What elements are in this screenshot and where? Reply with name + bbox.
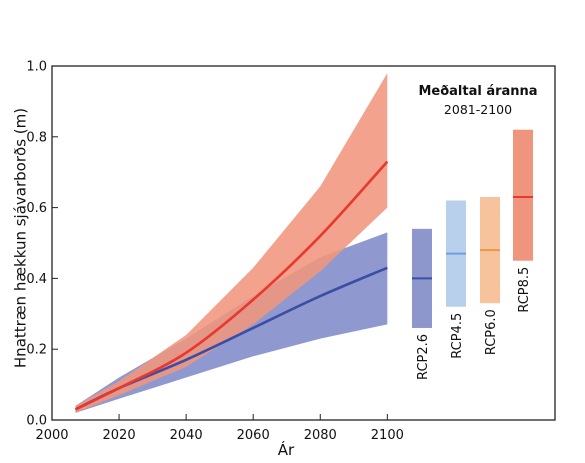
y-tick-label: 0.4 bbox=[26, 272, 47, 287]
y-tick-label: 1.0 bbox=[26, 60, 47, 75]
inset-subtitle: 2081-2100 bbox=[444, 102, 512, 117]
x-tick-label: 2040 bbox=[170, 428, 203, 443]
x-tick-label: 2100 bbox=[371, 428, 404, 443]
summary-bars: RCP2.6 RCP4.5 RCP6.0 RCP8.5 bbox=[412, 129, 533, 380]
x-tick-label: 2080 bbox=[304, 428, 337, 443]
y-tick-label: 0.8 bbox=[26, 130, 47, 145]
summary-bar-label-rcp4-5: RCP4.5 bbox=[450, 313, 465, 359]
plot-frame bbox=[51, 65, 556, 421]
summary-bar-label-rcp6-0: RCP6.0 bbox=[484, 309, 499, 355]
band-rcp8-5 bbox=[75, 73, 388, 413]
mean-lines bbox=[74, 160, 389, 411]
x-tick-label: 2060 bbox=[237, 428, 270, 443]
mean-line-rcp8-5 bbox=[74, 160, 389, 411]
y-tick-label: 0.6 bbox=[26, 201, 47, 216]
summary-bar-label-rcp2-6: RCP2.6 bbox=[416, 334, 431, 380]
x-axis-title: Ár bbox=[278, 440, 295, 459]
x-tick-label: 2020 bbox=[103, 428, 136, 443]
axis-ticks: 2000 2020 2040 2060 2080 2100 0.0 0.2 0.4 0.6 0.8 1… bbox=[26, 60, 404, 444]
y-tick-label: 0.0 bbox=[26, 414, 47, 429]
x-tick-label: 2000 bbox=[35, 428, 68, 443]
summary-bar-label-rcp8-5: RCP8.5 bbox=[517, 267, 532, 313]
inset-title: Meðaltal áranna bbox=[418, 84, 537, 99]
uncertainty-bands bbox=[75, 73, 388, 413]
y-axis-title: Hnattræn hækkun sjávarborðs (m) bbox=[12, 108, 30, 368]
summary-bar-rcp8-5 bbox=[513, 129, 533, 261]
y-tick-label: 0.2 bbox=[26, 343, 47, 358]
